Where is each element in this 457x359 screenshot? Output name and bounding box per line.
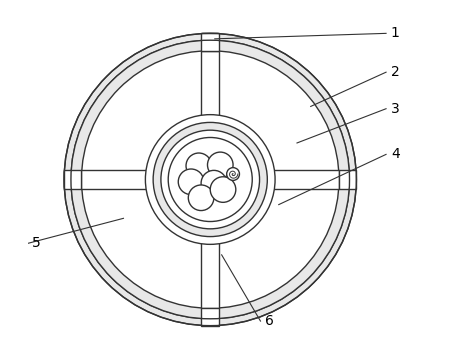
Text: 5: 5 bbox=[32, 237, 41, 251]
Polygon shape bbox=[339, 171, 356, 188]
Polygon shape bbox=[81, 171, 210, 188]
Circle shape bbox=[153, 122, 267, 237]
Circle shape bbox=[227, 168, 239, 181]
Text: 3: 3 bbox=[391, 102, 399, 116]
Circle shape bbox=[186, 153, 212, 178]
Circle shape bbox=[178, 169, 204, 195]
Circle shape bbox=[71, 40, 350, 319]
Text: 2: 2 bbox=[391, 65, 399, 79]
Polygon shape bbox=[201, 308, 219, 326]
Circle shape bbox=[81, 51, 339, 308]
Circle shape bbox=[161, 130, 260, 229]
Text: 6: 6 bbox=[265, 314, 274, 328]
Circle shape bbox=[207, 152, 233, 178]
Text: 4: 4 bbox=[391, 148, 399, 162]
Polygon shape bbox=[201, 33, 219, 51]
Circle shape bbox=[201, 171, 227, 196]
Circle shape bbox=[188, 185, 214, 211]
Circle shape bbox=[64, 33, 356, 326]
Circle shape bbox=[210, 177, 236, 202]
Polygon shape bbox=[64, 171, 81, 188]
Polygon shape bbox=[201, 180, 219, 308]
Circle shape bbox=[145, 115, 275, 244]
Text: 1: 1 bbox=[391, 26, 399, 40]
Polygon shape bbox=[201, 51, 219, 180]
Polygon shape bbox=[210, 171, 339, 188]
Circle shape bbox=[168, 137, 252, 222]
